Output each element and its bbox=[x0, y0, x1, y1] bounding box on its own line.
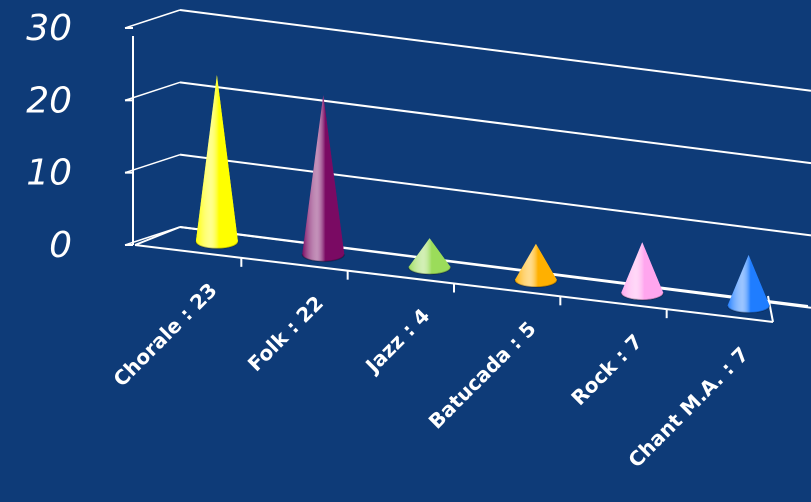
gridline bbox=[179, 9, 811, 92]
left-wall-gridline bbox=[124, 81, 181, 102]
cone-1 bbox=[301, 95, 345, 263]
y-tick-label: 20 bbox=[26, 80, 72, 121]
axes bbox=[132, 36, 809, 323]
floor-left-edge bbox=[134, 226, 181, 246]
gridline bbox=[179, 153, 811, 237]
x-tick-label: Chant M.A. : 7 bbox=[623, 342, 753, 472]
floor-back-edge bbox=[179, 226, 809, 307]
gridline bbox=[179, 81, 811, 165]
y-tick-label: 30 bbox=[26, 8, 72, 49]
y-tick-label: 10 bbox=[26, 153, 72, 194]
cones bbox=[195, 75, 771, 314]
x-tick-label: Batucada : 5 bbox=[424, 316, 541, 433]
cone-4 bbox=[620, 242, 664, 301]
cone-2 bbox=[407, 238, 452, 275]
x-tick-label: Rock : 7 bbox=[566, 329, 647, 410]
x-tick-label: Chorale : 23 bbox=[108, 278, 221, 391]
floor-right-edge bbox=[767, 295, 774, 323]
x-tick-label: Folk : 22 bbox=[243, 291, 328, 376]
left-wall-gridline bbox=[124, 9, 181, 29]
cone-0 bbox=[195, 75, 239, 250]
y-tick-labels: 0 10 20 30 bbox=[26, 8, 72, 266]
cone-5 bbox=[726, 255, 771, 314]
left-wall-gridline bbox=[124, 153, 181, 174]
x-tick-label: Jazz : 4 bbox=[359, 304, 434, 379]
cone-3 bbox=[514, 243, 558, 288]
y-tick-label: 0 bbox=[49, 225, 72, 266]
